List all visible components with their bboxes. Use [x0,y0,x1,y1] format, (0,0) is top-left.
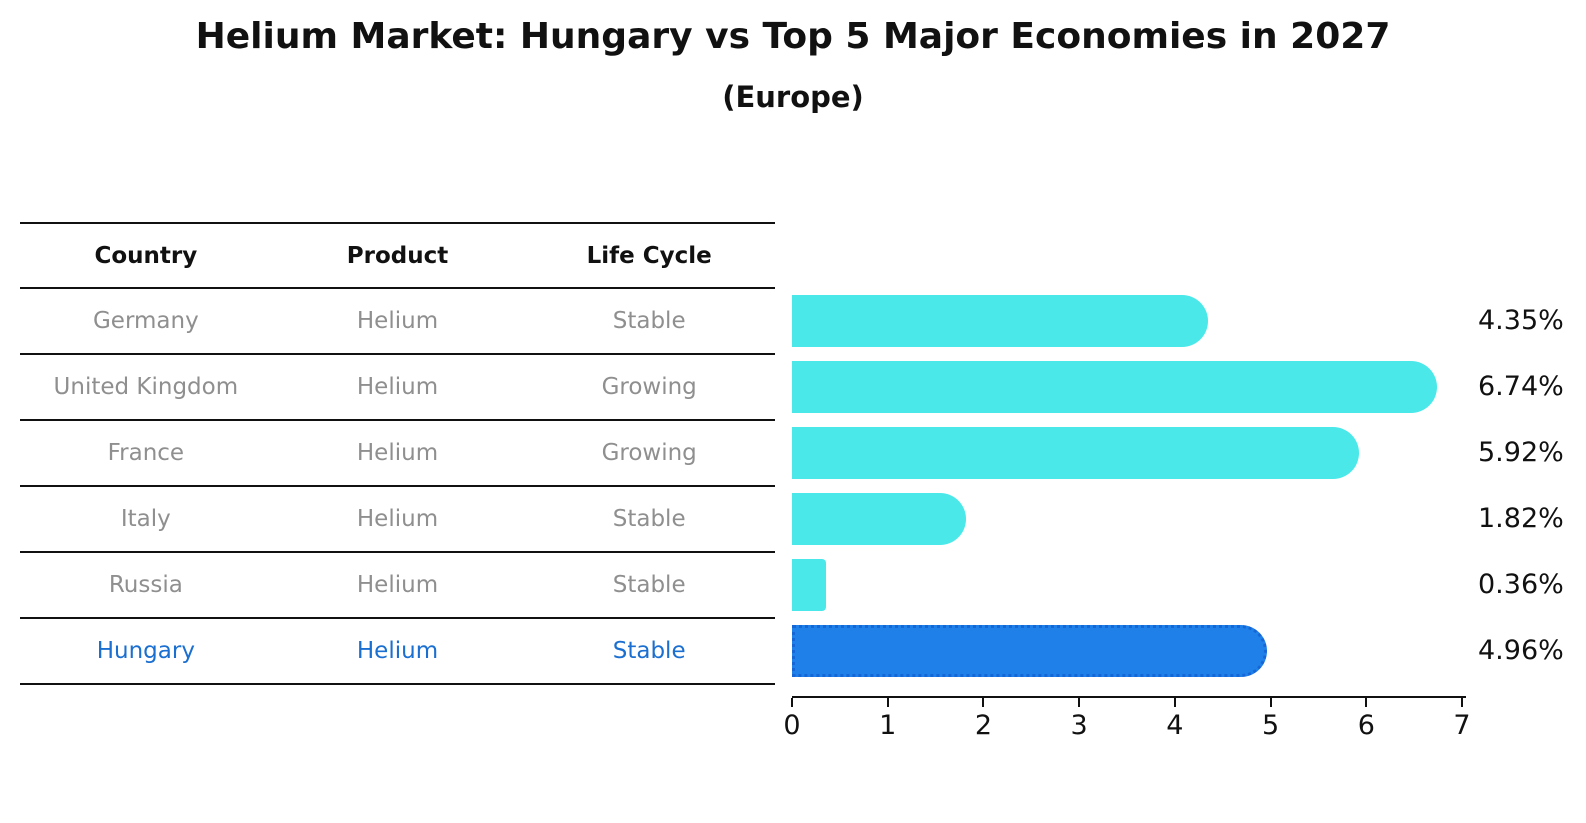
x-tick-mark [1173,698,1176,707]
chart-subtitle: (Europe) [722,80,864,114]
cell-life-cycle: Stable [612,308,686,334]
cell-country: Hungary [96,638,195,664]
table-row-hungary: Hungary Helium Stable [20,619,775,685]
cell-country: Italy [120,506,171,532]
bar-hungary [792,625,1267,677]
cell-product: Helium [356,506,439,532]
x-tick-label: 4 [1166,710,1184,741]
x-tick-mark [886,698,889,707]
x-tick-label: 7 [1453,710,1471,741]
x-tick-label: 0 [783,710,801,741]
column-header-lifecycle: Life Cycle [586,242,712,269]
cell-country: Russia [108,572,183,598]
table-row-united-kingdom: United Kingdom Helium Growing [20,355,775,421]
x-tick-label: 6 [1357,710,1375,741]
cell-country: Germany [92,308,199,334]
x-tick-label: 3 [1070,710,1088,741]
bar-france [792,427,1359,479]
cell-product: Helium [356,638,439,664]
table-row-germany: Germany Helium Stable [20,289,775,355]
x-tick-label: 1 [879,710,897,741]
cell-life-cycle: Growing [601,374,697,400]
bar-value-label-hungary: 4.96% [1478,635,1564,666]
bar-germany [792,295,1208,347]
table-row-russia: Russia Helium Stable [20,553,775,619]
column-header-country: Country [94,242,198,269]
bar-italy [792,493,966,545]
table-row-italy: Italy Helium Stable [20,487,775,553]
cell-country: France [107,440,185,466]
column-header-product: Product [346,242,449,269]
cell-life-cycle: Stable [612,506,686,532]
x-tick-mark [1269,698,1272,707]
x-tick-label: 5 [1261,710,1280,741]
x-tick-mark [791,698,793,707]
x-tick-mark [1461,698,1463,707]
bar-value-label-italy: 1.82% [1478,503,1564,534]
bar-united-kingdom [792,361,1437,413]
x-tick-label: 2 [974,710,993,741]
cell-product: Helium [356,308,439,334]
bar-value-label-france: 5.92% [1478,437,1564,468]
chart-title: Helium Market: Hungary vs Top 5 Major Ec… [195,16,1391,57]
x-axis-line [792,696,1466,698]
cell-country: United Kingdom [53,374,239,400]
cell-life-cycle: Stable [612,638,686,664]
x-tick-mark [1078,698,1081,707]
bar-value-label-united-kingdom: 6.74% [1478,371,1564,402]
x-tick-mark [982,698,985,707]
bar-value-label-germany: 4.35% [1478,305,1564,336]
bar-chart-plot-area [792,0,1462,710]
x-tick-mark [1365,698,1368,707]
cell-product: Helium [356,440,439,466]
country-table: Country Product Life Cycle Germany Helium… [20,222,775,685]
cell-life-cycle: Growing [601,440,697,466]
table-body: Germany Helium Stable United Kingdom Helium G… [20,289,775,685]
table-header-row: Country Product Life Cycle [20,222,775,289]
cell-life-cycle: Stable [612,572,686,598]
bar-value-label-russia: 0.36% [1478,569,1564,600]
bar-russia [792,559,826,611]
table-row-france: France Helium Growing [20,421,775,487]
cell-product: Helium [356,374,439,400]
cell-product: Helium [356,572,439,598]
